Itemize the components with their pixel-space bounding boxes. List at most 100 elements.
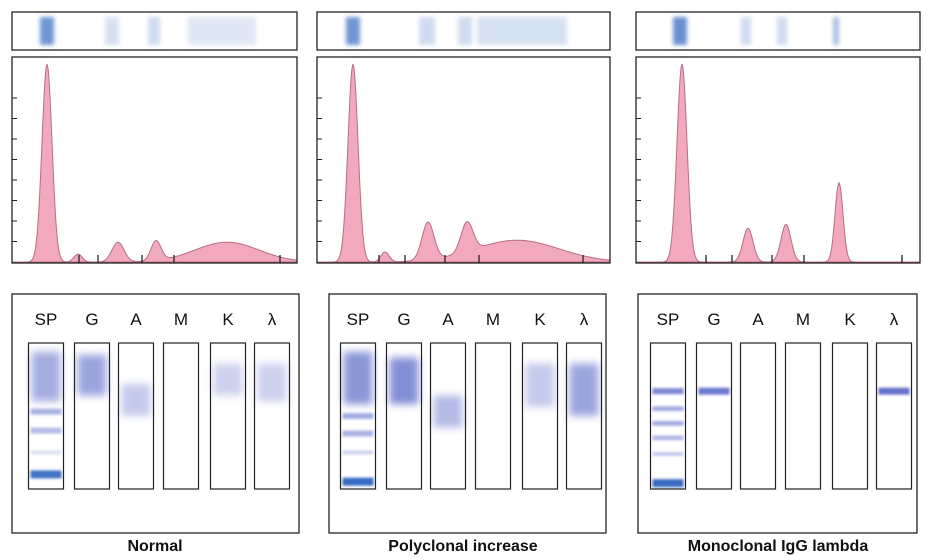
- immunofixation-frame: [637, 293, 918, 534]
- sharp-band: [30, 408, 62, 415]
- sharp-band: [342, 477, 374, 486]
- lane-M: M: [784, 310, 822, 490]
- lane-label: G: [397, 310, 410, 329]
- lane-frame: [784, 342, 822, 490]
- stain-band: [40, 17, 54, 45]
- diffuse-band: [257, 363, 287, 402]
- lane-M: M: [474, 310, 512, 490]
- lane-label: G: [707, 310, 720, 329]
- diffuse-band: [31, 351, 61, 402]
- sharp-band: [652, 406, 684, 412]
- stain-band: [777, 17, 787, 45]
- diffuse-band: [343, 351, 373, 405]
- lane-frame: [565, 342, 603, 490]
- lane-frame: [831, 342, 869, 490]
- stain-strip: [316, 11, 611, 51]
- lane-frame: [253, 342, 291, 490]
- lane-frame: [875, 342, 913, 490]
- trace-curve: [12, 63, 298, 263]
- stain-band: [148, 17, 160, 45]
- sharp-band: [342, 450, 374, 455]
- diffuse-band: [569, 363, 599, 416]
- stain-band: [477, 17, 567, 45]
- sharp-band: [652, 435, 684, 441]
- lane-SP: SP: [339, 310, 377, 490]
- stain-band: [188, 17, 256, 45]
- stain-band: [833, 17, 839, 45]
- lane-λ: λ: [253, 310, 291, 490]
- sharp-band: [652, 388, 684, 395]
- sharp-band: [30, 470, 62, 479]
- densitometry-trace: [11, 56, 298, 264]
- lane-A: A: [739, 310, 777, 490]
- lane-frame: [474, 342, 512, 490]
- diffuse-band: [77, 354, 107, 396]
- lane-frame: [73, 342, 111, 490]
- densitometry-trace: [316, 56, 611, 264]
- diffuse-band: [525, 363, 555, 408]
- lane-λ: λ: [875, 310, 913, 490]
- immunofixation-frame: [11, 293, 300, 534]
- stain-strip-frame: [316, 11, 611, 51]
- stain-strip: [635, 11, 921, 51]
- lane-label: SP: [347, 310, 370, 329]
- caption-monoclonal: Monoclonal IgG lambda: [687, 538, 869, 555]
- stain-band: [346, 17, 360, 45]
- lane-label: A: [752, 310, 764, 329]
- lane-frame: [209, 342, 247, 490]
- lane-A: A: [429, 310, 467, 490]
- lane-label: M: [174, 310, 188, 329]
- sharp-band: [652, 479, 684, 488]
- diffuse-band: [389, 357, 419, 405]
- lane-label: M: [486, 310, 500, 329]
- lane-frame: [339, 342, 377, 490]
- stain-strip-frame: [635, 11, 921, 51]
- diffuse-band: [213, 363, 243, 396]
- sharp-band: [652, 420, 684, 426]
- caption-polyclonal: Polyclonal increase: [388, 538, 538, 555]
- lane-frame: [739, 342, 777, 490]
- lane-G: G: [695, 310, 733, 490]
- sharp-band: [878, 387, 910, 395]
- lane-K: K: [209, 310, 247, 490]
- lane-G: G: [385, 310, 423, 490]
- lane-label: λ: [580, 310, 589, 329]
- lane-frame: [385, 342, 423, 490]
- sharp-band: [698, 387, 730, 395]
- lane-label: SP: [35, 310, 58, 329]
- stain-band: [105, 17, 119, 45]
- stain-band: [419, 17, 435, 45]
- sharp-band: [30, 427, 62, 434]
- diffuse-band: [121, 383, 151, 416]
- immunofixation-frame: [328, 293, 607, 534]
- lane-frame: [649, 342, 687, 490]
- lane-K: K: [521, 310, 559, 490]
- lane-frame: [27, 342, 65, 490]
- lane-A: A: [117, 310, 155, 490]
- sharp-band: [342, 430, 374, 437]
- densitometry-trace: [635, 56, 921, 264]
- lane-frame: [695, 342, 733, 490]
- lane-frame: [162, 342, 200, 490]
- stain-strip-frame: [11, 11, 298, 51]
- lane-label: A: [130, 310, 142, 329]
- lane-K: K: [831, 310, 869, 490]
- lane-M: M: [162, 310, 200, 490]
- trace-curve: [636, 63, 920, 263]
- lane-label: λ: [890, 310, 899, 329]
- lane-label: K: [844, 310, 856, 329]
- lane-label: λ: [268, 310, 277, 329]
- stain-band: [673, 17, 687, 45]
- lane-frame: [521, 342, 559, 490]
- lane-frame: [117, 342, 155, 490]
- sharp-band: [342, 413, 374, 419]
- stain-strip: [11, 11, 298, 51]
- stain-band: [458, 17, 472, 45]
